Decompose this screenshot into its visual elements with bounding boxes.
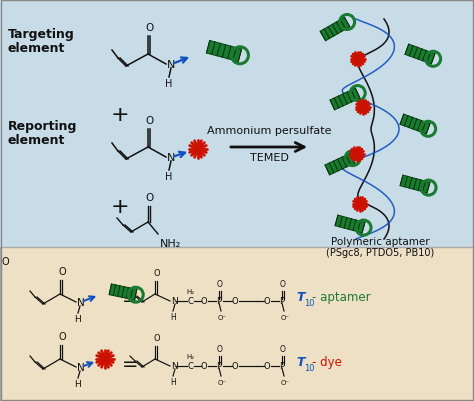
Text: +: + [111,105,129,125]
Text: =: = [122,290,138,309]
Text: O: O [146,116,154,126]
Text: H: H [165,79,173,89]
Bar [325,154,355,176]
Text: H₂: H₂ [186,353,194,359]
Text: O: O [232,362,238,371]
Text: 10: 10 [304,299,315,308]
Bar [206,41,242,63]
Text: N: N [171,362,178,371]
Text: NH₂: NH₂ [160,239,181,248]
Text: H: H [165,172,173,182]
Text: - aptamer: - aptamer [312,291,371,304]
Bar [330,89,360,111]
Text: O: O [201,362,207,371]
Circle shape [355,152,359,157]
Text: N: N [171,297,178,306]
Text: O⁻: O⁻ [281,379,290,385]
Text: O: O [1,256,9,266]
Bar [400,176,430,193]
Text: =: = [122,354,138,374]
Text: Reporting: Reporting [8,120,77,133]
Text: O: O [217,279,223,288]
Text: H₂: H₂ [186,288,194,294]
Text: O: O [280,344,286,353]
Text: N: N [77,362,85,372]
Text: O: O [264,362,270,371]
Bar [0,247,474,401]
Bar [109,284,137,300]
Text: 10: 10 [304,364,315,373]
Bar [0,0,474,247]
Text: O: O [58,331,66,341]
Circle shape [195,146,201,153]
Text: O: O [201,297,207,306]
Text: C: C [187,297,193,306]
Text: N: N [77,297,85,307]
Text: T: T [296,291,304,304]
Text: O: O [146,192,154,203]
Text: O: O [217,344,223,353]
Text: P: P [280,362,284,371]
Text: N: N [167,153,175,162]
Circle shape [357,202,363,207]
Text: +: + [111,196,129,217]
Text: O: O [232,297,238,306]
Text: O: O [154,333,160,342]
Text: N: N [167,60,175,70]
Text: P: P [280,297,284,306]
Text: O: O [146,23,154,33]
Text: (PSgc8, PTDO5, PB10): (PSgc8, PTDO5, PB10) [326,247,434,257]
Bar [405,45,435,65]
Text: P: P [217,362,221,371]
Text: H: H [170,312,176,321]
Text: O⁻: O⁻ [218,314,227,320]
Text: T: T [296,356,304,369]
Text: H: H [74,314,82,323]
Text: O: O [264,297,270,306]
Text: O⁻: O⁻ [281,314,290,320]
Text: O: O [154,268,160,277]
Text: C: C [187,362,193,371]
Text: - dye: - dye [312,356,342,369]
Text: H: H [170,377,176,386]
Circle shape [356,57,360,62]
Text: Ammonium persulfate: Ammonium persulfate [207,126,331,136]
Bar [320,18,350,42]
Circle shape [361,105,365,110]
Text: Targeting: Targeting [8,28,75,41]
Text: O: O [58,266,66,276]
Text: O⁻: O⁻ [218,379,227,385]
Text: Polymeric aptamer: Polymeric aptamer [331,237,429,246]
Bar [400,115,430,135]
Text: element: element [8,42,65,55]
Text: P: P [217,297,221,306]
Text: element: element [8,134,65,147]
Circle shape [102,356,108,362]
Text: TEMED: TEMED [250,153,289,162]
Bar [335,215,365,233]
Text: O: O [280,279,286,288]
Text: H: H [74,379,82,388]
